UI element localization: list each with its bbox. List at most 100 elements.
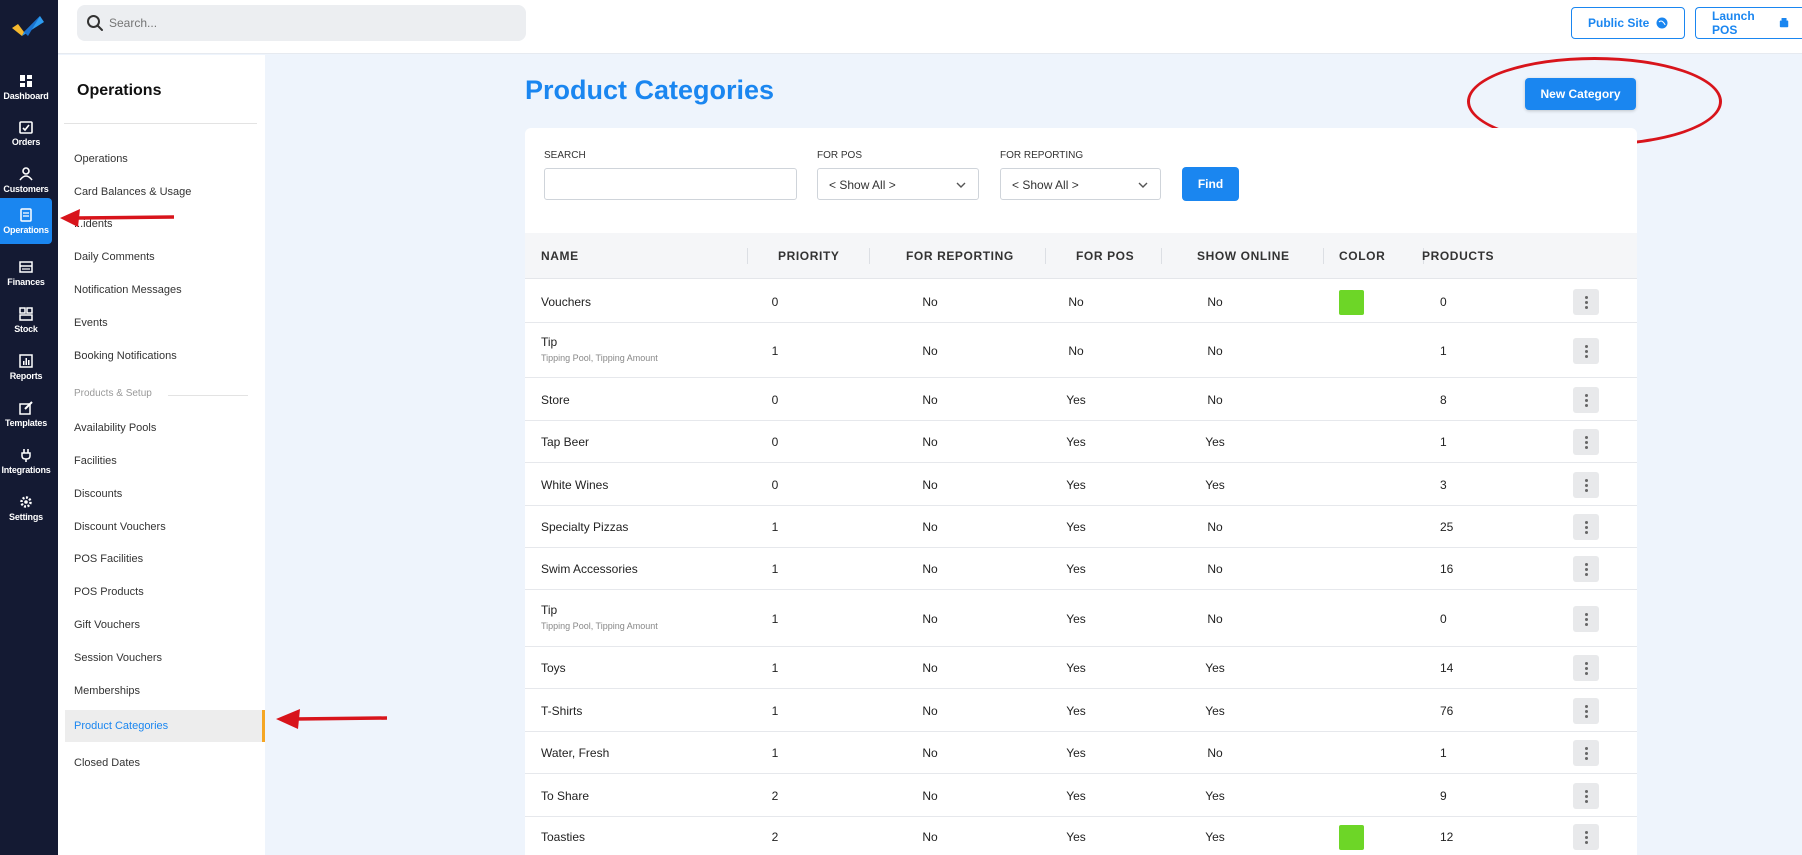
- for-reporting-cell: No: [922, 704, 938, 718]
- products-count: 1: [1440, 746, 1447, 760]
- templates-icon: [19, 400, 33, 415]
- sidebar-item[interactable]: Closed Dates: [74, 757, 141, 769]
- table-row[interactable]: Swim Accessories 1 No Yes No 16: [525, 548, 1637, 590]
- for-pos-cell: Yes: [1066, 435, 1086, 449]
- sidebar-item[interactable]: Card Balances & Usage: [74, 186, 192, 198]
- sidebar-item[interactable]: Facilities: [74, 455, 117, 467]
- sidebar-item[interactable]: Session Vouchers: [74, 652, 163, 664]
- column-header-priority[interactable]: PRIORITY: [778, 249, 840, 263]
- row-menu-button[interactable]: [1573, 655, 1599, 681]
- table-row[interactable]: Toys 1 No Yes Yes 14: [525, 647, 1637, 689]
- table-row[interactable]: T-Shirts 1 No Yes Yes 76: [525, 689, 1637, 732]
- column-header-products[interactable]: PRODUCTS: [1422, 249, 1495, 263]
- category-name: Vouchers: [541, 295, 592, 309]
- for-pos-cell: Yes: [1066, 746, 1086, 760]
- sidebar-item[interactable]: Notification Messages: [74, 284, 182, 296]
- annotation-arrow-operations: [60, 209, 175, 227]
- rail-item-stock[interactable]: Stock: [0, 297, 52, 343]
- sidebar-item[interactable]: Availability Pools: [74, 422, 157, 434]
- sidebar-item[interactable]: POS Products: [74, 586, 144, 598]
- category-name: Toasties: [541, 830, 586, 844]
- rail-item-integrations[interactable]: Integrations: [0, 438, 52, 484]
- table-row[interactable]: Store 0 No Yes No 8: [525, 378, 1637, 421]
- table-row[interactable]: Tap Beer 0 No Yes Yes 1: [525, 421, 1637, 463]
- rail-item-operations[interactable]: Operations: [0, 198, 52, 244]
- reporting-filter-select[interactable]: < Show All >: [1000, 168, 1161, 200]
- priority-cell: 1: [771, 344, 779, 358]
- app-logo[interactable]: [10, 14, 44, 40]
- sidebar-item-product-categories[interactable]: Product Categories: [65, 710, 265, 742]
- pos-icon: [1779, 17, 1789, 28]
- rail-item-settings[interactable]: Settings: [0, 485, 52, 531]
- rail-item-reports[interactable]: Reports: [0, 344, 52, 390]
- row-menu-button[interactable]: [1573, 289, 1599, 315]
- row-menu-button[interactable]: [1573, 338, 1599, 364]
- table-row[interactable]: Tip Tipping Pool, Tipping Amount 1 No No No 1: [525, 323, 1637, 378]
- sidebar-item-label: Product Categories: [74, 720, 169, 732]
- rail-item-finances[interactable]: Finances: [0, 250, 52, 296]
- column-header-online[interactable]: SHOW ONLINE: [1197, 249, 1290, 263]
- search-filter-input[interactable]: [544, 168, 797, 200]
- row-menu-button[interactable]: [1573, 783, 1599, 809]
- find-button[interactable]: Find: [1182, 167, 1239, 201]
- row-menu-button[interactable]: [1573, 698, 1599, 724]
- table-row[interactable]: Toasties 2 No Yes Yes 12: [525, 817, 1637, 855]
- sidebar-item[interactable]: Operations: [74, 153, 128, 165]
- kebab-dot: [1584, 483, 1588, 487]
- column-header-reporting[interactable]: FOR REPORTING: [906, 249, 1014, 263]
- sidebar-item[interactable]: Booking Notifications: [74, 350, 177, 362]
- table-row[interactable]: Vouchers 0 No No No 0: [525, 280, 1637, 323]
- for-reporting-cell: No: [922, 661, 938, 675]
- customers-icon: [19, 166, 33, 181]
- kebab-dot: [1584, 295, 1588, 299]
- category-name: Toys: [541, 661, 566, 675]
- sidebar-item[interactable]: Events: [74, 317, 108, 329]
- category-name: Tip: [541, 335, 558, 349]
- sidebar-item[interactable]: Discount Vouchers: [74, 521, 166, 533]
- products-count: 1: [1440, 344, 1447, 358]
- sidebar-item[interactable]: Gift Vouchers: [74, 619, 141, 631]
- category-name: Store: [541, 393, 570, 407]
- column-header-pos[interactable]: FOR POS: [1076, 249, 1135, 263]
- rail-item-orders[interactable]: Orders: [0, 110, 52, 156]
- rail-item-dashboard[interactable]: Dashboard: [0, 64, 52, 110]
- sidebar-item[interactable]: Daily Comments: [74, 251, 155, 263]
- column-header-name[interactable]: NAME: [541, 249, 579, 263]
- rail-item-templates[interactable]: Templates: [0, 391, 52, 437]
- show-online-cell: No: [1207, 393, 1223, 407]
- column-header-color[interactable]: COLOR: [1339, 249, 1386, 263]
- row-menu-button[interactable]: [1573, 429, 1599, 455]
- table-row[interactable]: White Wines 0 No Yes Yes 3: [525, 463, 1637, 506]
- for-pos-cell: Yes: [1066, 478, 1086, 492]
- row-menu-button[interactable]: [1573, 740, 1599, 766]
- table-row[interactable]: To Share 2 No Yes Yes 9: [525, 774, 1637, 817]
- row-menu-button[interactable]: [1573, 556, 1599, 582]
- global-search[interactable]: [77, 5, 526, 41]
- sidebar-item[interactable]: Memberships: [74, 685, 141, 697]
- sidebar-item[interactable]: Discounts: [74, 488, 123, 500]
- products-count: 3: [1440, 478, 1447, 492]
- operations-sidebar: Operations Operations Card Balances & Usa…: [58, 55, 265, 855]
- column-separator: [869, 248, 870, 264]
- table-row[interactable]: Water, Fresh 1 No Yes No 1: [525, 732, 1637, 774]
- launch-pos-button[interactable]: Launch POS: [1695, 7, 1802, 39]
- sidebar-item[interactable]: ...idents: [74, 218, 113, 230]
- pos-filter-select[interactable]: < Show All >: [817, 168, 979, 200]
- table-row[interactable]: Specialty Pizzas 1 No Yes No 25: [525, 506, 1637, 548]
- rail-item-customers[interactable]: Customers: [0, 157, 52, 203]
- sidebar-item[interactable]: POS Facilities: [74, 553, 144, 565]
- public-site-button[interactable]: Public Site: [1571, 7, 1686, 39]
- row-menu-button[interactable]: [1573, 472, 1599, 498]
- row-menu-button[interactable]: [1573, 606, 1599, 632]
- kebab-dot: [1584, 530, 1588, 534]
- row-menu-button[interactable]: [1573, 387, 1599, 413]
- search-input[interactable]: [109, 5, 509, 41]
- kebab-dot: [1584, 661, 1588, 665]
- row-menu-button[interactable]: [1573, 514, 1599, 540]
- priority-cell: 1: [771, 704, 779, 718]
- table-row[interactable]: Tip Tipping Pool, Tipping Amount 1 No Yes No 0: [525, 590, 1637, 647]
- public-site-label: Public Site: [1588, 16, 1650, 30]
- pos-filter-label: FOR POS: [817, 150, 863, 161]
- products-count: 0: [1440, 295, 1447, 309]
- row-menu-button[interactable]: [1573, 824, 1599, 850]
